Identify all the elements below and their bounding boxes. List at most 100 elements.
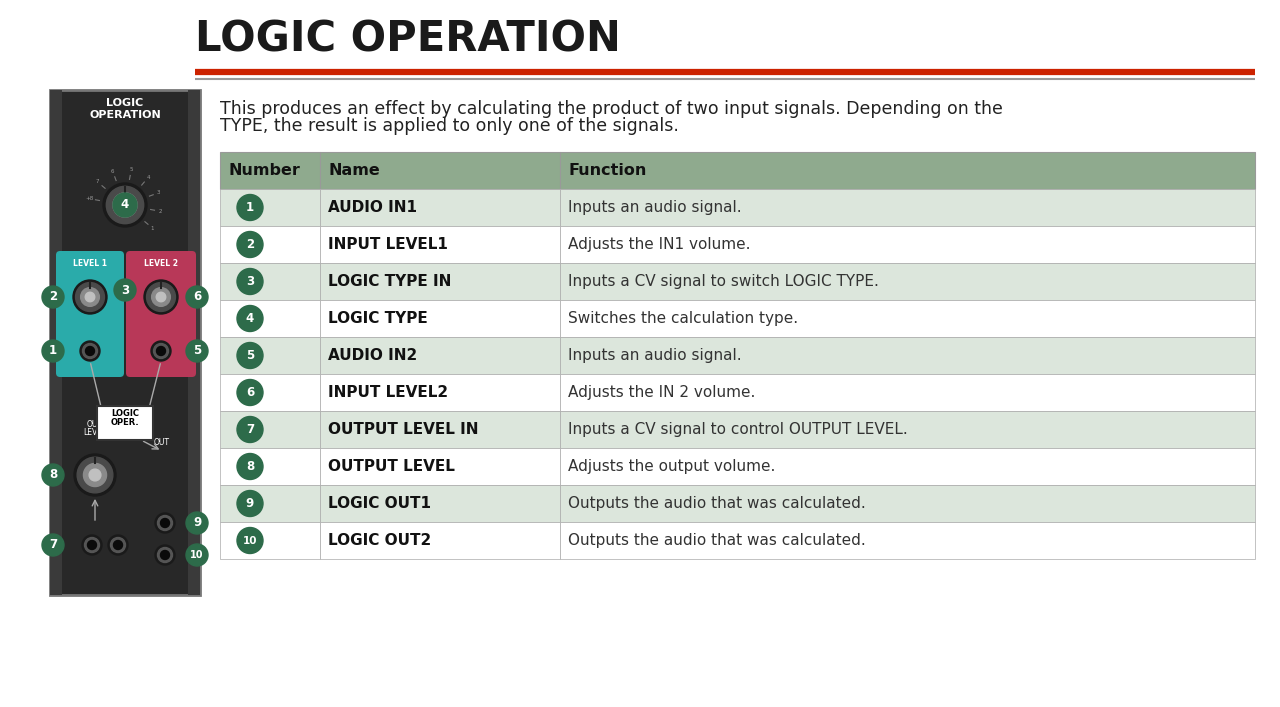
Circle shape bbox=[157, 515, 173, 530]
Bar bbox=[320, 337, 561, 374]
Circle shape bbox=[186, 544, 207, 566]
Circle shape bbox=[237, 305, 262, 332]
Bar bbox=[220, 226, 320, 263]
Bar bbox=[220, 485, 320, 522]
Text: 5: 5 bbox=[129, 167, 133, 172]
Bar bbox=[220, 337, 320, 374]
Text: OUT: OUT bbox=[154, 438, 170, 447]
Circle shape bbox=[237, 269, 262, 295]
Circle shape bbox=[77, 457, 113, 493]
Text: Adjusts the IN1 volume.: Adjusts the IN1 volume. bbox=[568, 237, 750, 252]
Circle shape bbox=[155, 545, 175, 565]
Text: Switches the calculation type.: Switches the calculation type. bbox=[568, 311, 799, 326]
Circle shape bbox=[160, 518, 169, 527]
Text: 4: 4 bbox=[246, 312, 255, 325]
Circle shape bbox=[87, 540, 96, 549]
Circle shape bbox=[237, 194, 262, 221]
Circle shape bbox=[156, 292, 166, 302]
Circle shape bbox=[154, 344, 169, 358]
Circle shape bbox=[237, 416, 262, 443]
Bar bbox=[561, 300, 1254, 337]
Circle shape bbox=[237, 380, 262, 406]
Text: LEVEL: LEVEL bbox=[83, 428, 106, 437]
Text: AUDIO IN1: AUDIO IN1 bbox=[328, 200, 417, 215]
Circle shape bbox=[151, 341, 172, 361]
Circle shape bbox=[186, 512, 207, 534]
Text: Function: Function bbox=[568, 163, 646, 178]
Text: 3: 3 bbox=[246, 275, 253, 288]
Bar bbox=[220, 263, 320, 300]
Bar bbox=[220, 374, 320, 411]
Text: 4: 4 bbox=[146, 175, 150, 180]
Text: AUDIO IN2: AUDIO IN2 bbox=[328, 348, 417, 363]
Text: Inputs a CV signal to switch LOGIC TYPE.: Inputs a CV signal to switch LOGIC TYPE. bbox=[568, 274, 879, 289]
Text: Inputs an audio signal.: Inputs an audio signal. bbox=[568, 200, 741, 215]
Text: OPER.: OPER. bbox=[110, 418, 140, 427]
Circle shape bbox=[237, 231, 262, 257]
Bar bbox=[220, 152, 320, 189]
Text: INPUT LEVEL1: INPUT LEVEL1 bbox=[328, 237, 448, 252]
Bar bbox=[320, 189, 561, 226]
Text: 10: 10 bbox=[243, 535, 257, 546]
Circle shape bbox=[120, 286, 129, 295]
Bar bbox=[220, 448, 320, 485]
Bar bbox=[97, 406, 154, 440]
Circle shape bbox=[151, 288, 170, 306]
Bar bbox=[561, 337, 1254, 374]
Bar bbox=[220, 411, 320, 448]
Circle shape bbox=[76, 283, 105, 312]
Text: 6: 6 bbox=[246, 386, 255, 399]
Text: LEVEL 1: LEVEL 1 bbox=[73, 259, 108, 268]
Text: LOGIC: LOGIC bbox=[111, 409, 140, 418]
Bar bbox=[188, 90, 200, 595]
Text: 10: 10 bbox=[191, 550, 204, 560]
Text: Inputs an audio signal.: Inputs an audio signal. bbox=[568, 348, 741, 363]
Text: Adjusts the output volume.: Adjusts the output volume. bbox=[568, 459, 776, 474]
Text: Outputs the audio that was calculated.: Outputs the audio that was calculated. bbox=[568, 496, 865, 511]
Text: 2: 2 bbox=[246, 238, 253, 251]
Circle shape bbox=[156, 346, 165, 356]
Text: 8: 8 bbox=[246, 460, 255, 473]
Bar bbox=[320, 485, 561, 522]
Bar bbox=[220, 189, 320, 226]
Circle shape bbox=[114, 540, 123, 549]
Circle shape bbox=[82, 344, 97, 358]
Bar bbox=[561, 411, 1254, 448]
Circle shape bbox=[114, 279, 136, 301]
Text: LEVEL 2: LEVEL 2 bbox=[143, 259, 178, 268]
Circle shape bbox=[79, 341, 100, 361]
Text: 9: 9 bbox=[193, 517, 201, 530]
FancyBboxPatch shape bbox=[125, 251, 196, 377]
Text: Outputs the audio that was calculated.: Outputs the audio that was calculated. bbox=[568, 533, 865, 548]
Bar bbox=[320, 374, 561, 411]
Circle shape bbox=[237, 527, 262, 554]
Circle shape bbox=[83, 464, 106, 486]
Bar bbox=[561, 374, 1254, 411]
Text: 4: 4 bbox=[120, 199, 129, 211]
Text: 7: 7 bbox=[246, 423, 253, 436]
Text: OUTPUT LEVEL: OUTPUT LEVEL bbox=[328, 459, 454, 474]
Bar bbox=[220, 300, 320, 337]
Text: 3: 3 bbox=[120, 284, 129, 296]
Bar bbox=[320, 263, 561, 300]
Circle shape bbox=[157, 547, 173, 563]
Text: LOGIC OUT2: LOGIC OUT2 bbox=[328, 533, 431, 548]
Circle shape bbox=[82, 535, 102, 555]
Text: 3: 3 bbox=[157, 190, 160, 195]
Circle shape bbox=[84, 537, 100, 552]
Text: 5: 5 bbox=[193, 344, 201, 358]
Circle shape bbox=[113, 193, 137, 217]
Circle shape bbox=[143, 280, 178, 314]
Text: Name: Name bbox=[328, 163, 380, 178]
Bar bbox=[220, 522, 320, 559]
Circle shape bbox=[237, 342, 262, 368]
Bar bbox=[561, 485, 1254, 522]
Bar bbox=[320, 226, 561, 263]
Text: 8: 8 bbox=[49, 469, 58, 481]
Text: 6: 6 bbox=[193, 291, 201, 303]
Text: 7: 7 bbox=[49, 539, 58, 551]
Circle shape bbox=[115, 280, 134, 300]
Text: IN 2: IN 2 bbox=[154, 345, 168, 351]
Text: 5: 5 bbox=[246, 349, 255, 362]
Text: LOGIC OPERATION: LOGIC OPERATION bbox=[195, 18, 621, 60]
